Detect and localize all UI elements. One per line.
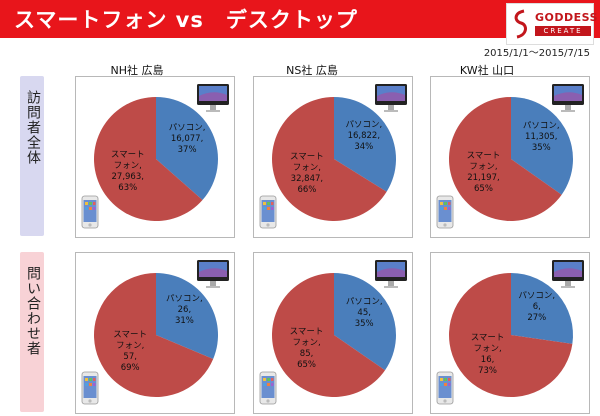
page-title: スマートフォン vs デスクトップ	[14, 8, 358, 32]
pie-label-pc: パソコン, 16,822, 34%	[345, 120, 383, 153]
desktop-monitor-icon	[375, 84, 407, 112]
pie-label-pc: パソコン, 26, 31%	[166, 294, 203, 327]
pie-slice-pc	[511, 273, 574, 344]
pie-label-pc: パソコン, 6, 27%	[518, 290, 556, 323]
column-title-ns: NS社 広島	[286, 64, 338, 77]
pie-chart	[272, 97, 397, 221]
smartphone-icon	[259, 195, 277, 229]
pie-chart	[449, 273, 574, 397]
pie-chart-panel: パソコン, 16,822, 34% スマート フォン, 32,847, 66%	[253, 76, 413, 238]
row-label-inquiries: 問い合わせ者	[20, 252, 44, 412]
header-bar: スマートフォン vs デスクトップ GODDESS CREATE	[0, 0, 600, 45]
smartphone-icon	[81, 195, 99, 229]
pie-chart	[93, 97, 218, 221]
pie-label-pc: パソコン, 45, 35%	[345, 297, 383, 330]
desktop-monitor-icon	[197, 260, 229, 288]
company-logo: GODDESS CREATE	[506, 3, 598, 45]
row-label-text: 訪問者全体	[25, 90, 41, 165]
pie-slice-smartphone	[271, 273, 386, 397]
pie-slice-smartphone	[448, 97, 562, 221]
pie-slice-pc	[511, 97, 573, 195]
desktop-monitor-icon	[375, 260, 407, 288]
smartphone-icon	[436, 195, 454, 229]
column-title-kw: KW社 山口	[459, 64, 515, 77]
pie-slice-smartphone	[449, 273, 573, 397]
row-label-visitors: 訪問者全体	[20, 76, 44, 236]
pie-chart	[94, 273, 219, 397]
pie-label-smartphone: スマート フォン, 57, 69%	[113, 330, 148, 374]
smartphone-icon	[81, 371, 99, 405]
row-label-text: 問い合わせ者	[25, 266, 41, 356]
column-title-nh: NH社 広島	[110, 64, 164, 77]
smartphone-icon	[436, 371, 454, 405]
logo-mark-icon	[514, 9, 527, 39]
pie-label-smartphone: スマート フォン, 85, 65%	[289, 327, 324, 371]
pie-chart-panel: パソコン, 6, 27% スマート フォン, 16, 73%	[430, 252, 590, 414]
pie-label-smartphone: スマート フォン, 21,197, 65%	[466, 151, 501, 195]
pie-chart-panel: パソコン, 45, 35% スマート フォン, 85, 65%	[253, 252, 413, 414]
pie-slice-smartphone	[272, 97, 387, 221]
logo-name: GODDESS	[535, 11, 599, 24]
pie-slice-pc	[334, 97, 397, 192]
pie-chart-panel: パソコン, 16,077, 37% スマート フォン, 27,963, 63%	[75, 76, 235, 238]
smartphone-icon	[259, 371, 277, 405]
date-range: 2015/1/1～2015/7/15	[483, 48, 590, 59]
pie-slice-pc	[156, 97, 218, 201]
pie-slice-smartphone	[93, 97, 203, 221]
desktop-monitor-icon	[552, 84, 584, 112]
pie-slice-pc	[334, 273, 396, 371]
pie-chart-panel: パソコン, 11,305, 35% スマート フォン, 21,197, 65%	[430, 76, 590, 238]
pie-label-pc: パソコン, 11,305, 35%	[522, 121, 560, 154]
pie-chart	[271, 273, 396, 397]
desktop-monitor-icon	[552, 260, 584, 288]
logo-sub: CREATE	[535, 26, 591, 36]
pie-label-smartphone: スマート フォン, 32,847, 66%	[290, 152, 324, 196]
pie-chart	[448, 97, 573, 221]
pie-label-pc: パソコン, 16,077, 37%	[168, 122, 206, 155]
desktop-monitor-icon	[197, 84, 229, 112]
pie-chart-panel: パソコン, 26, 31% スマート フォン, 57, 69%	[75, 252, 235, 414]
pie-slice-pc	[156, 273, 219, 359]
pie-slice-smartphone	[94, 273, 214, 397]
pie-label-smartphone: スマート フォン, 27,963, 63%	[110, 149, 145, 193]
pie-label-smartphone: スマート フォン, 16, 73%	[470, 333, 505, 377]
